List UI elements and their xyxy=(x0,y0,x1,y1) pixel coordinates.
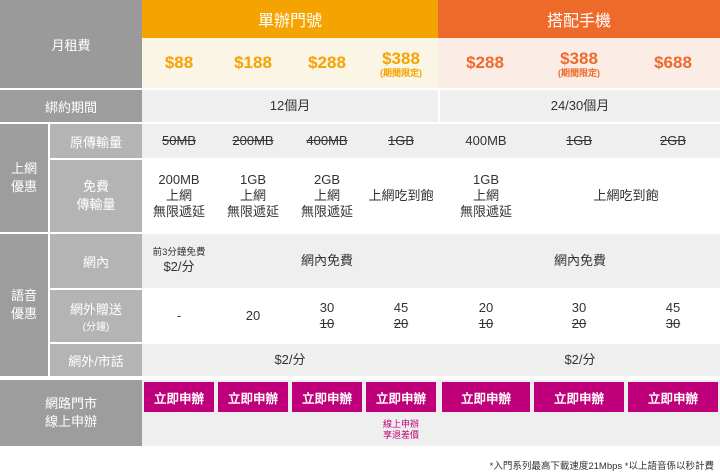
apply-button-288-b[interactable]: 立即申辦 xyxy=(442,382,530,412)
limited-note: (期間限定) xyxy=(380,67,422,78)
offnet-landline-row: $2/分 $2/分 xyxy=(142,344,720,376)
price-688: $688 xyxy=(626,38,720,88)
apply-label: 網路門市 線上申辦 xyxy=(0,380,142,446)
free-quota-cell: 200MB 上網 無限遞延 xyxy=(152,171,205,220)
original-quota-row: 50MB 200MB 400MB 1GB 400MB 1GB 2GB xyxy=(142,124,720,158)
offnet-gift-cell: 30 20 xyxy=(532,290,626,342)
free-quota-cell: 1GB 上網 無限遞延 xyxy=(226,171,279,220)
apply-button-388-a[interactable]: 立即申辦 xyxy=(366,382,436,412)
gift-new: 30 xyxy=(571,299,587,315)
landline-group-a: $2/分 xyxy=(274,351,306,367)
gift-old: 20 xyxy=(571,316,587,331)
original-quota-cell: 400MB xyxy=(306,132,348,148)
offnet-gift-cell: 45 20 xyxy=(364,290,438,342)
onnet-group-a: 網內免費 xyxy=(300,252,353,268)
original-quota-cell: 400MB xyxy=(465,132,507,148)
offnet-gift-label: 網外贈送 (分鐘) xyxy=(50,290,142,342)
gift-old: 10 xyxy=(319,316,335,331)
free-quota-cell: 上網吃到飽 xyxy=(368,187,434,203)
onnet-first-bottom: $2/分 xyxy=(163,258,195,274)
price-388-b: $388 (期間限定) xyxy=(532,38,626,88)
onnet-group-b: 網內免費 xyxy=(553,252,606,268)
apply-button-288-a[interactable]: 立即申辦 xyxy=(292,382,362,412)
offnet-gift-row: - 20 30 10 45 20 20 10 30 20 45 30 xyxy=(142,290,720,342)
offnet-gift-cell: 45 30 xyxy=(626,290,720,342)
voice-label: 語音 優惠 xyxy=(0,234,48,376)
offnet-gift-cell: - xyxy=(176,307,182,323)
apply-button-188[interactable]: 立即申辦 xyxy=(218,382,288,412)
offnet-gift-cell: 30 10 xyxy=(290,290,364,342)
free-quota-cell: 2GB 上網 無限遞延 xyxy=(300,171,353,220)
gift-new: 30 xyxy=(319,299,335,315)
original-quota-cell: 200MB xyxy=(232,132,274,148)
limited-note: (期間限定) xyxy=(558,67,600,78)
onnet-first-cell: 前3分鐘免費 $2/分 xyxy=(142,234,216,288)
price-388-a: $388 (期間限定) xyxy=(380,48,422,78)
contract-group-b: 24/30個月 xyxy=(440,90,720,122)
apply-button-388-b[interactable]: 立即申辦 xyxy=(534,382,624,412)
group-b-header: 搭配手機 xyxy=(438,0,720,38)
gift-old: 20 xyxy=(393,316,409,331)
free-quota-label: 免費 傳輸量 xyxy=(50,160,142,232)
contract-label: 綁約期間 xyxy=(0,90,142,122)
original-quota-cell: 50MB xyxy=(162,132,196,148)
offnet-gift-cell: 20 10 xyxy=(440,290,532,342)
free-quota-cell: 上網吃到飽 xyxy=(593,187,659,203)
refund-note: 線上申辦 享退差價 xyxy=(382,419,419,440)
original-quota-cell: 1GB xyxy=(565,132,592,148)
gift-new: 45 xyxy=(665,299,681,315)
footnote: *入門系列最高下載速度21Mbps *以上語音係以秒計費 xyxy=(489,461,714,472)
price-88: $88 xyxy=(164,53,194,72)
onnet-label: 網內 xyxy=(50,234,142,288)
gift-new: 45 xyxy=(393,299,409,315)
price-188: $188 xyxy=(234,53,272,72)
apply-button-688[interactable]: 立即申辦 xyxy=(628,382,718,412)
gift-old: 10 xyxy=(478,316,494,331)
apply-row: 立即申辦 立即申辦 立即申辦 立即申辦 立即申辦 立即申辦 立即申辦 線上申辦 … xyxy=(142,380,720,446)
original-quota-cell: 1GB xyxy=(387,132,414,148)
landline-group-b: $2/分 xyxy=(564,351,596,367)
onnet-row: 前3分鐘免費 $2/分 網內免費 網內免費 xyxy=(142,234,720,288)
price-288-b: $288 xyxy=(438,38,532,88)
offnet-landline-label: 網外/市話 xyxy=(50,344,142,376)
original-quota-label: 原傳輸量 xyxy=(50,124,142,158)
offnet-gift-title: 網外贈送 xyxy=(69,302,122,317)
apply-button-88[interactable]: 立即申辦 xyxy=(144,382,214,412)
price-row: $88 $188 $288 $388 (期間限定) $288 $388 (期間限… xyxy=(142,38,720,88)
contract-group-a: 12個月 xyxy=(142,90,438,122)
onnet-first-top: 前3分鐘免費 xyxy=(152,246,206,258)
offnet-gift-unit: (分鐘) xyxy=(82,322,110,333)
free-quota-cell: 1GB 上網 無限遞延 xyxy=(459,171,512,220)
offnet-gift-cell: 20 xyxy=(245,307,261,323)
price-288-a: $288 xyxy=(308,53,346,72)
internet-label: 上網 優惠 xyxy=(0,124,48,232)
plan-label: 月租費 xyxy=(0,0,142,88)
original-quota-cell: 2GB xyxy=(659,132,686,148)
gift-old: 30 xyxy=(665,316,681,331)
group-a-header: 單辦門號 xyxy=(142,0,438,38)
free-quota-row: 200MB 上網 無限遞延 1GB 上網 無限遞延 2GB 上網 無限遞延 上網… xyxy=(142,160,720,232)
gift-new: 20 xyxy=(478,299,494,315)
